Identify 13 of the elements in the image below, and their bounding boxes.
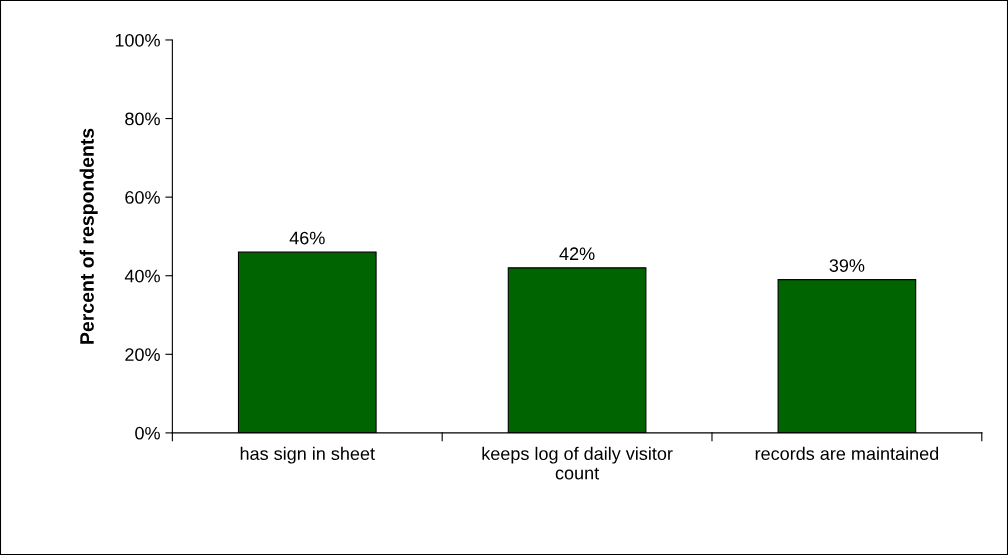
- x-tick-label: records are maintained: [755, 446, 939, 461]
- y-tick-label: 0%: [135, 426, 160, 440]
- x-tick-label: has sign in sheet: [240, 446, 375, 464]
- data-label: 42%: [559, 247, 595, 261]
- data-label: 46%: [289, 231, 325, 245]
- y-axis-title: Percent of respondents: [79, 128, 98, 344]
- y-tick-label: 80%: [125, 112, 160, 126]
- y-tick-label: 20%: [125, 348, 160, 362]
- y-tick-label: 60%: [125, 191, 160, 204]
- y-tick-label: 100%: [115, 33, 160, 47]
- y-tick-label: 40%: [124, 269, 160, 283]
- data-label: 39%: [829, 259, 865, 272]
- x-tick-label: keeps log of daily visitor count: [482, 446, 673, 480]
